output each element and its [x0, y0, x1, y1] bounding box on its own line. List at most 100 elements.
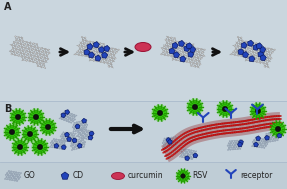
Circle shape: [217, 101, 233, 117]
Polygon shape: [72, 138, 77, 143]
Circle shape: [7, 175, 9, 176]
Circle shape: [264, 138, 265, 139]
Circle shape: [245, 41, 247, 42]
Ellipse shape: [173, 153, 176, 155]
Circle shape: [75, 54, 76, 55]
Circle shape: [25, 57, 26, 58]
Circle shape: [197, 57, 199, 58]
Circle shape: [106, 59, 107, 60]
Circle shape: [30, 55, 32, 56]
Circle shape: [75, 144, 76, 145]
Circle shape: [27, 54, 28, 55]
Ellipse shape: [203, 126, 206, 128]
Polygon shape: [172, 42, 178, 48]
Circle shape: [79, 128, 80, 129]
Ellipse shape: [204, 133, 208, 135]
Circle shape: [12, 180, 13, 181]
Circle shape: [86, 129, 87, 130]
Circle shape: [167, 46, 169, 47]
Ellipse shape: [227, 122, 230, 124]
Circle shape: [84, 52, 85, 53]
Circle shape: [173, 43, 174, 45]
Circle shape: [255, 138, 256, 139]
Circle shape: [82, 125, 83, 126]
Circle shape: [180, 152, 181, 153]
Circle shape: [58, 139, 59, 140]
Circle shape: [243, 43, 244, 45]
Circle shape: [198, 51, 200, 52]
Circle shape: [266, 140, 267, 141]
Polygon shape: [186, 43, 192, 49]
Circle shape: [278, 138, 279, 139]
Circle shape: [34, 46, 35, 47]
Circle shape: [73, 142, 74, 143]
Ellipse shape: [245, 127, 248, 129]
Circle shape: [85, 56, 86, 57]
Text: A: A: [4, 2, 11, 12]
Circle shape: [189, 101, 201, 114]
Circle shape: [70, 137, 71, 138]
Ellipse shape: [182, 133, 185, 135]
Circle shape: [177, 53, 178, 55]
Circle shape: [249, 60, 250, 61]
Circle shape: [276, 138, 277, 139]
Circle shape: [261, 50, 263, 51]
Circle shape: [230, 143, 232, 144]
Circle shape: [9, 179, 10, 180]
Circle shape: [68, 132, 69, 133]
Circle shape: [258, 138, 259, 139]
Circle shape: [199, 60, 200, 62]
Circle shape: [63, 140, 64, 141]
Polygon shape: [87, 43, 93, 50]
Ellipse shape: [219, 133, 223, 135]
Circle shape: [90, 131, 92, 132]
Circle shape: [188, 156, 189, 157]
Circle shape: [169, 137, 170, 138]
Circle shape: [175, 50, 177, 51]
Circle shape: [36, 53, 38, 54]
Circle shape: [167, 36, 168, 38]
Circle shape: [72, 116, 73, 117]
Circle shape: [168, 139, 169, 141]
Circle shape: [15, 48, 17, 50]
Ellipse shape: [210, 131, 214, 133]
Circle shape: [261, 141, 262, 142]
Circle shape: [240, 52, 241, 53]
Ellipse shape: [227, 129, 231, 131]
Circle shape: [23, 41, 24, 42]
Circle shape: [84, 125, 86, 126]
Circle shape: [240, 43, 241, 44]
Circle shape: [24, 53, 25, 55]
Circle shape: [80, 143, 81, 144]
Circle shape: [196, 54, 197, 55]
Circle shape: [100, 61, 101, 63]
Circle shape: [170, 139, 171, 140]
Circle shape: [203, 55, 204, 56]
Circle shape: [183, 155, 184, 156]
Ellipse shape: [262, 127, 265, 129]
Circle shape: [43, 54, 44, 56]
Circle shape: [274, 49, 276, 50]
Circle shape: [9, 108, 26, 125]
Circle shape: [39, 63, 41, 64]
Ellipse shape: [218, 126, 222, 128]
Circle shape: [182, 157, 183, 158]
Circle shape: [56, 145, 57, 146]
Circle shape: [41, 57, 42, 58]
Circle shape: [86, 40, 87, 42]
Ellipse shape: [222, 122, 226, 124]
Circle shape: [250, 45, 251, 46]
Ellipse shape: [173, 149, 176, 151]
Circle shape: [260, 46, 262, 48]
Circle shape: [113, 51, 114, 52]
Circle shape: [171, 46, 172, 48]
Circle shape: [81, 138, 82, 139]
Ellipse shape: [171, 150, 174, 153]
Circle shape: [43, 64, 44, 65]
Circle shape: [187, 46, 188, 47]
Ellipse shape: [218, 123, 221, 125]
Circle shape: [45, 52, 47, 53]
Ellipse shape: [257, 125, 261, 126]
Circle shape: [83, 123, 84, 124]
Circle shape: [66, 141, 67, 142]
